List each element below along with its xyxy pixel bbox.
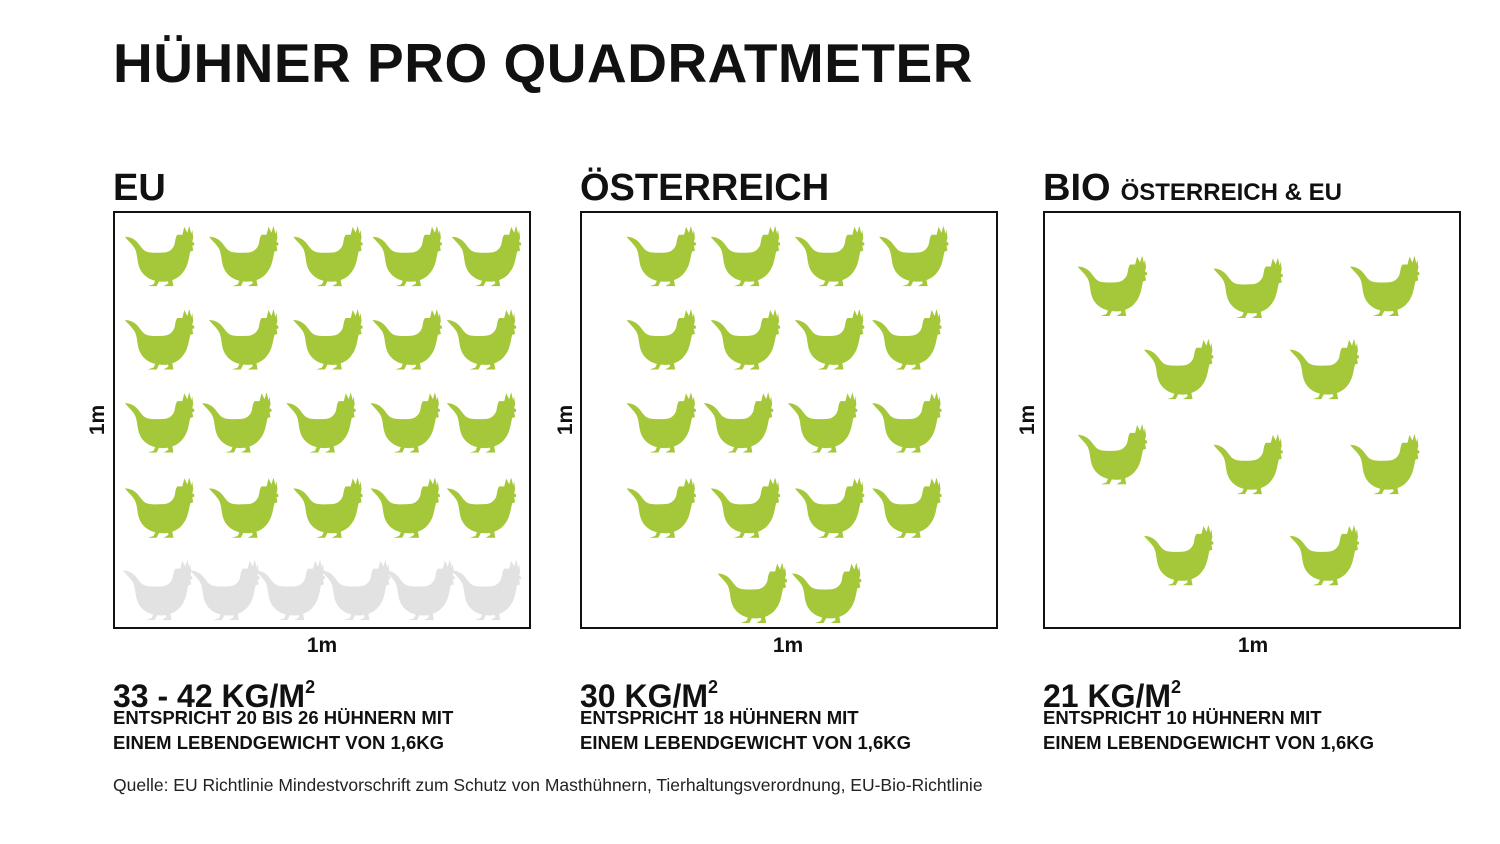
chicken-icon: [626, 309, 696, 370]
chicken-icon: [286, 392, 356, 453]
description-line-1: ENTSPRICHT 10 HÜHNERN MIT: [1043, 707, 1322, 728]
chicken-icon: [794, 477, 865, 538]
chicken-icon: [703, 392, 774, 453]
bottom-dimension-bio: 1m: [1237, 634, 1269, 657]
chicken-icon: [372, 225, 442, 287]
description-bio: ENTSPRICHT 10 HÜHNERN MIT EINEM LEBENDGE…: [1043, 705, 1374, 755]
panel-heading-label: EU: [113, 167, 166, 209]
chicken-icon: [626, 477, 696, 538]
source-note: Quelle: EU Richtlinie Mindestvorschrift …: [113, 775, 983, 795]
chicken-icon: [791, 562, 862, 624]
description-line-2: EINEM LEBENDGEWICHT VON 1,6KG: [113, 732, 444, 753]
chicken-icon-grey: [385, 559, 455, 621]
chicken-icon: [710, 477, 781, 538]
chicken-icon: [794, 309, 865, 370]
chicken-icon: [788, 392, 858, 453]
density-value: 33 - 42 KG/M: [113, 678, 306, 714]
panel-heading-austria: ÖSTERREICH: [580, 166, 829, 210]
chicken-icon: [626, 392, 696, 453]
chicken-grid-eu: [122, 225, 522, 621]
area-box-austria: [580, 211, 998, 629]
chicken-icon: [717, 562, 788, 624]
density-bio: 21 KG/M2: [1043, 668, 1181, 715]
chicken-icon: [446, 392, 517, 453]
density-exponent: 2: [1171, 677, 1182, 697]
chicken-icon-grey: [321, 559, 391, 621]
chicken-icon: [1144, 524, 1214, 586]
area-box-eu: [113, 211, 531, 629]
chicken-icon: [1289, 524, 1359, 586]
density-exponent: 2: [708, 677, 719, 697]
description-line-2: EINEM LEBENDGEWICHT VON 1,6KG: [580, 732, 911, 753]
area-box-bio: [1043, 211, 1461, 629]
chicken-icon: [124, 309, 195, 370]
chicken-icon-grey: [255, 559, 325, 621]
side-dimension-eu: 1m: [86, 404, 109, 436]
chicken-icon: [124, 477, 195, 538]
description-austria: ENTSPRICHT 18 HÜHNERN MIT EINEM LEBENDGE…: [580, 705, 911, 755]
chicken-icon: [794, 225, 865, 287]
density-value: 30 KG/M: [580, 678, 709, 714]
chicken-icon: [446, 309, 517, 370]
chicken-icon: [626, 225, 696, 287]
panel-heading-bio: BIO ÖSTERREICH & EU: [1043, 166, 1342, 215]
panel-heading-label: ÖSTERREICH: [580, 167, 830, 209]
chicken-icon: [1213, 433, 1283, 495]
chicken-icon: [1077, 255, 1148, 317]
chicken-icon: [1213, 257, 1283, 318]
chicken-icon: [872, 477, 942, 538]
chicken-icon: [293, 225, 363, 287]
page-title: HÜHNER PRO QUADRATMETER: [113, 32, 973, 94]
side-dimension-bio: 1m: [1016, 404, 1039, 436]
chicken-icon: [1350, 433, 1420, 495]
chicken-icon: [1144, 338, 1214, 400]
chicken-icon: [209, 309, 279, 370]
chicken-grid-bio: [1077, 255, 1420, 586]
density-austria: 30 KG/M2: [580, 668, 718, 715]
chicken-icon: [879, 225, 949, 287]
panel-subheading: ÖSTERREICH & EU: [1120, 179, 1342, 206]
chicken-grid-austria: [626, 225, 949, 624]
description-eu: ENTSPRICHT 20 BIS 26 HÜHNERN MIT EINEM L…: [113, 705, 453, 755]
bottom-dimension-eu: 1m: [306, 634, 338, 657]
side-dimension-austria: 1m: [554, 404, 577, 436]
chicken-icon: [293, 309, 363, 370]
density-eu: 33 - 42 KG/M2: [113, 668, 315, 715]
chicken-icon: [293, 477, 363, 538]
chicken-icon: [370, 392, 440, 453]
chicken-icon: [1077, 423, 1148, 485]
chicken-icon: [370, 477, 440, 538]
bottom-dimension-austria: 1m: [772, 634, 804, 657]
chicken-icon: [872, 392, 942, 453]
chicken-icon: [202, 392, 272, 453]
chicken-icon: [451, 225, 522, 287]
chicken-icon: [209, 477, 279, 538]
chicken-icon: [446, 477, 517, 538]
density-value: 21 KG/M: [1043, 678, 1172, 714]
chicken-icon-grey: [190, 559, 260, 621]
chicken-icon: [710, 309, 781, 370]
panel-heading-eu: EU: [113, 166, 166, 210]
chicken-icon: [1350, 255, 1420, 317]
chicken-icon: [124, 225, 195, 287]
chicken-icon: [710, 225, 781, 287]
chicken-icon-grey: [451, 559, 522, 621]
chicken-icon-grey: [122, 559, 193, 621]
chicken-icon: [872, 309, 942, 370]
description-line-2: EINEM LEBENDGEWICHT VON 1,6KG: [1043, 732, 1374, 753]
chicken-icon: [1289, 338, 1359, 400]
description-line-1: ENTSPRICHT 18 HÜHNERN MIT: [580, 707, 859, 728]
panel-heading-label: BIO: [1043, 167, 1111, 209]
chicken-icon: [372, 309, 442, 370]
description-line-1: ENTSPRICHT 20 BIS 26 HÜHNERN MIT: [113, 707, 454, 728]
chicken-icon: [209, 225, 279, 287]
chicken-icon: [124, 392, 195, 453]
density-exponent: 2: [305, 677, 316, 697]
